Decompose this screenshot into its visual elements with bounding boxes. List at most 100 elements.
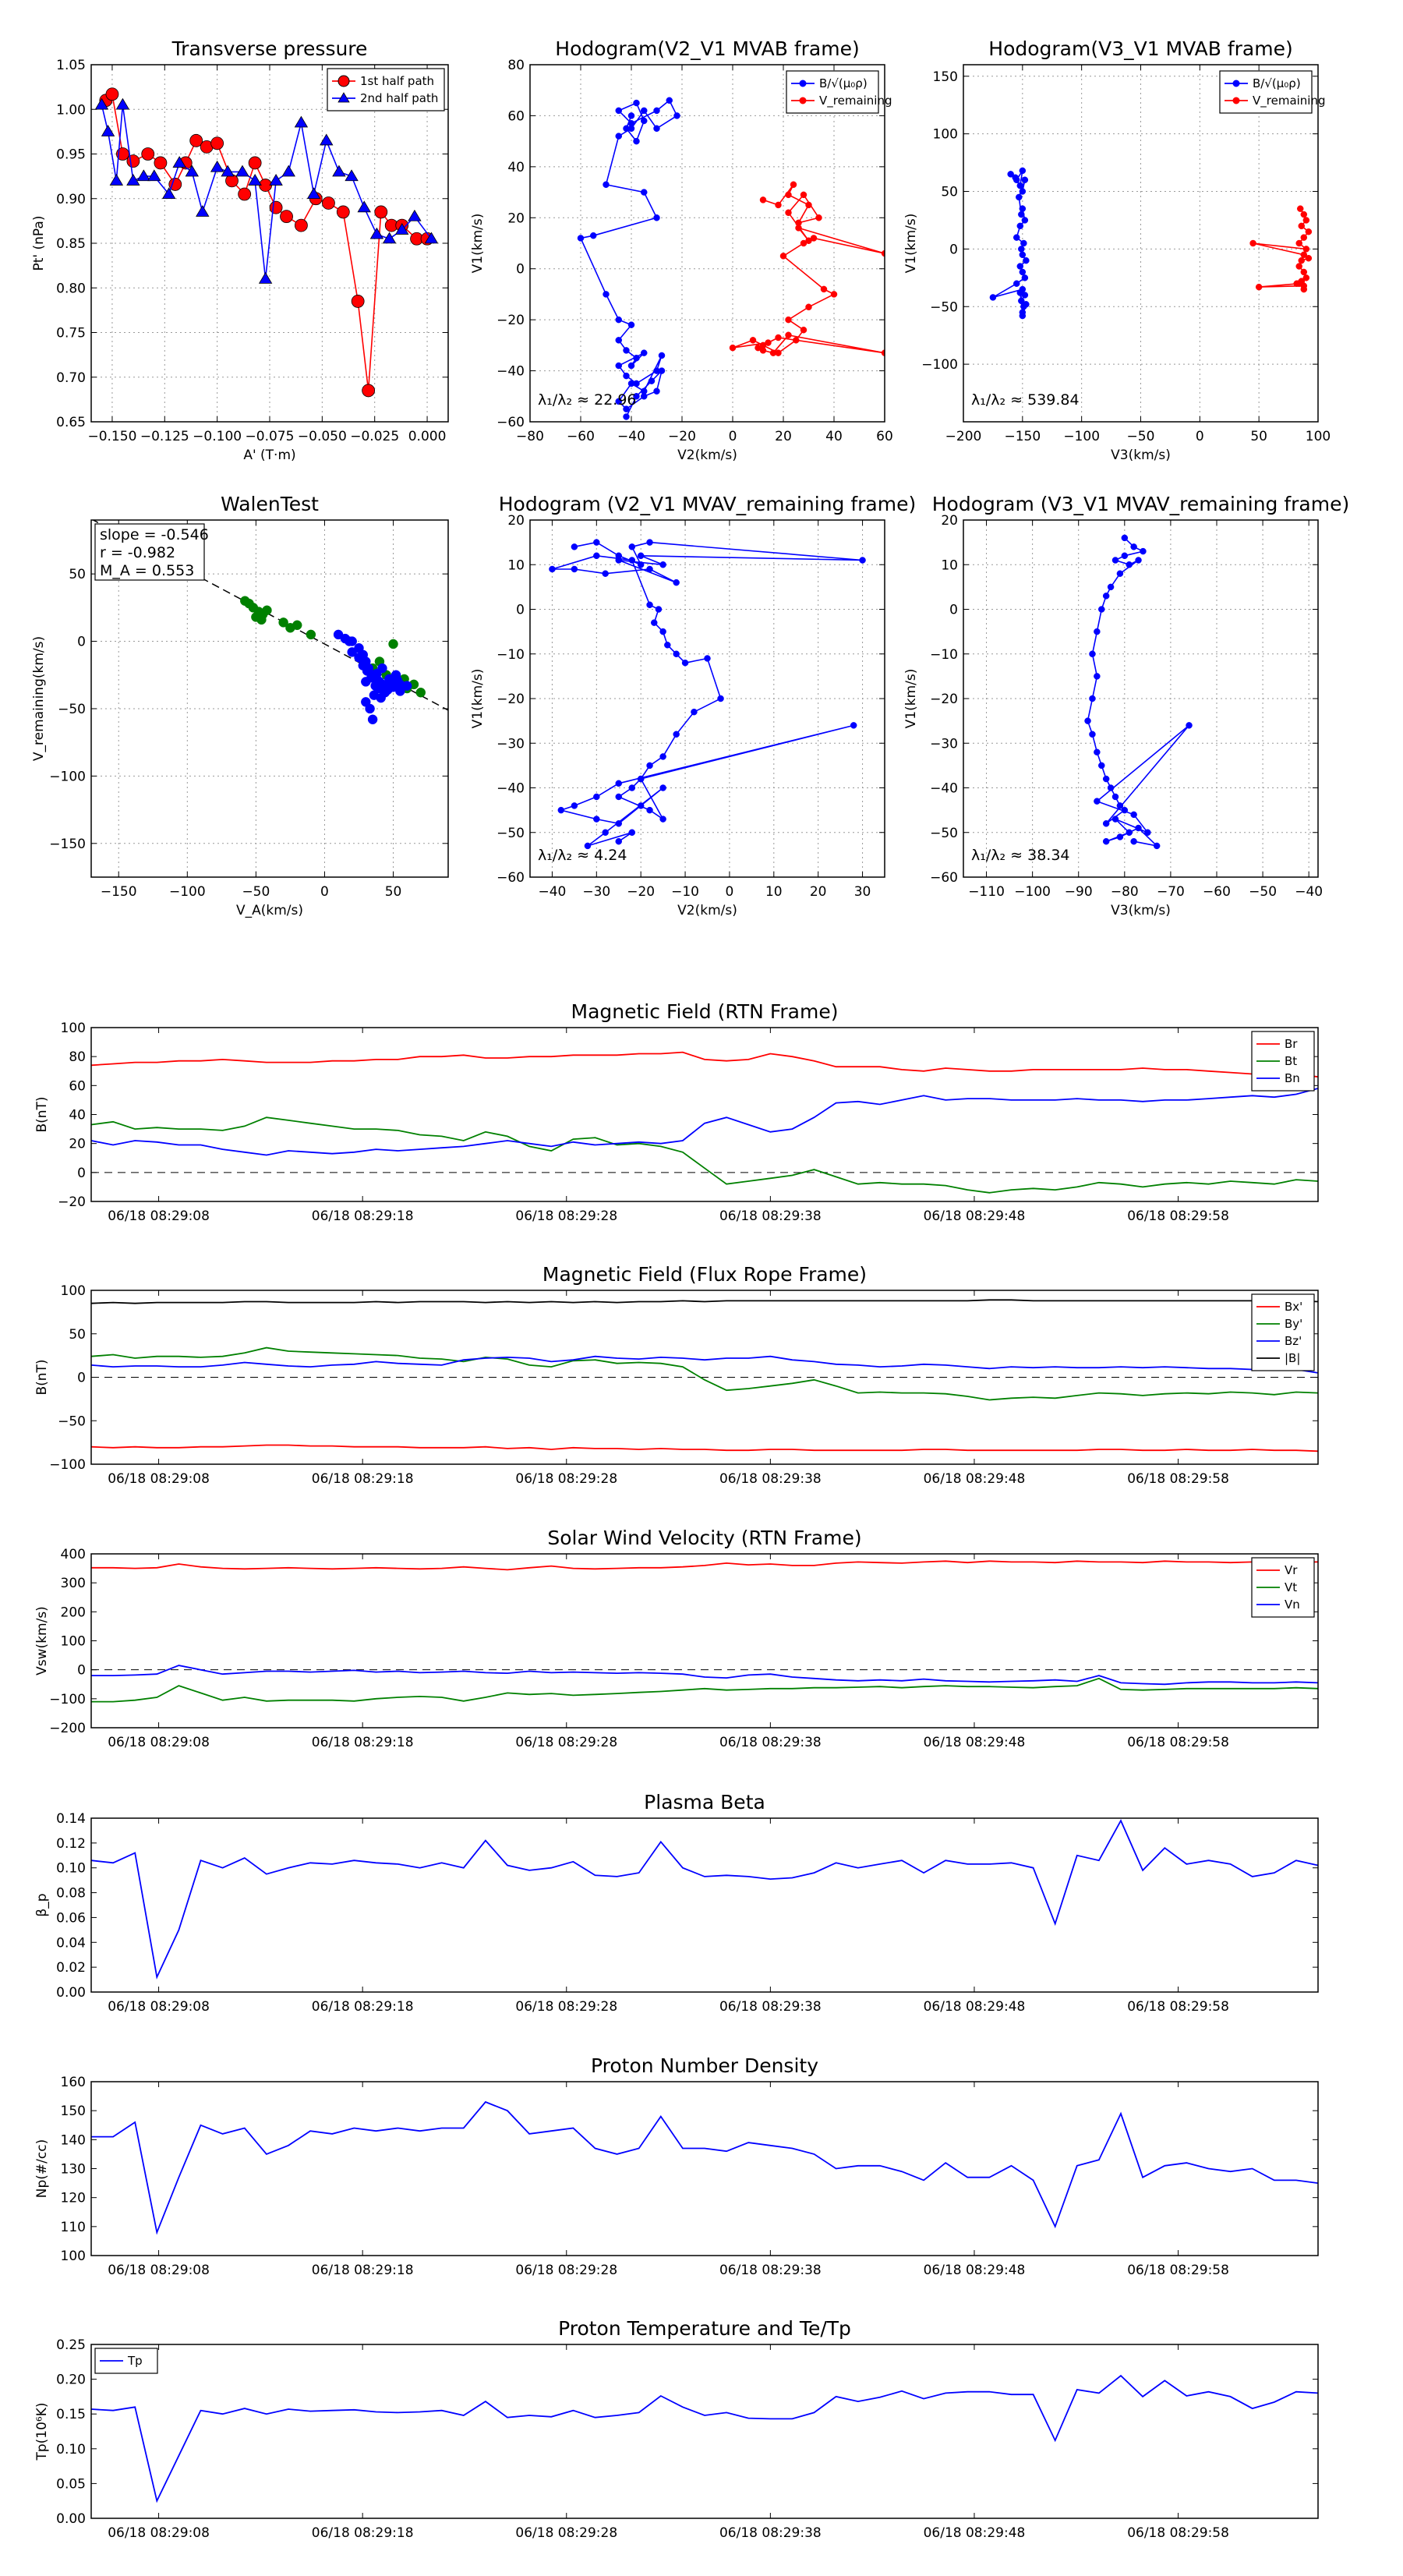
legend-box	[1219, 70, 1313, 114]
data-point	[376, 692, 386, 703]
x-tick-label: −60	[1203, 884, 1231, 900]
y-tick-label: 0	[77, 1166, 86, 1181]
chart-h4: Hodogram (V3_V1 MVAV_remaining frame) −60…	[903, 493, 1349, 918]
data-point	[623, 405, 630, 412]
chart-ts_vel: Solar Wind Velocity (RTN Frame) −200 −100 0…	[34, 1527, 1319, 1750]
y-tick-label: 0.08	[56, 1886, 86, 1902]
y-tick-label: −20	[497, 313, 525, 328]
plot-area	[91, 1299, 1318, 1453]
x-tick-label: 06/18 08:29:38	[719, 1735, 822, 1750]
data-point	[1111, 816, 1119, 823]
data-point	[322, 196, 335, 210]
axes-frame	[90, 1553, 1319, 1729]
data-point	[805, 201, 812, 209]
data-point	[658, 367, 666, 374]
x-tick-label: 06/18 08:29:38	[719, 1208, 822, 1224]
x-tick-label: −0.100	[193, 429, 242, 444]
x-tick-label: −20	[668, 429, 696, 444]
series-line-Bx'	[91, 1444, 1318, 1453]
data-point	[769, 349, 777, 356]
data-point	[281, 165, 295, 177]
data-point	[1089, 731, 1096, 738]
data-point	[105, 87, 119, 101]
x-tick-label: −90	[1065, 884, 1093, 900]
data-point	[795, 225, 802, 232]
x-tick-label: −60	[567, 429, 595, 444]
chart-title: Hodogram(V3_V1 MVAB frame)	[988, 37, 1292, 60]
data-point	[238, 187, 252, 201]
chart-title: Hodogram (V3_V1 MVAV_remaining frame)	[932, 493, 1350, 515]
y-tick-label: 0.00	[56, 1985, 86, 2001]
plot-area	[91, 1051, 1318, 1194]
data-point	[615, 362, 622, 370]
data-point	[1102, 820, 1110, 827]
data-point	[800, 191, 808, 199]
data-point	[623, 347, 630, 354]
legend-label: Bt	[1285, 1054, 1297, 1068]
series-line-Vn	[91, 1665, 1318, 1686]
walen-text-line: slope = -0.546	[100, 526, 209, 543]
x-tick-label: −110	[968, 884, 1005, 900]
data-point	[1019, 312, 1027, 320]
x-tick-label: 06/18 08:29:28	[515, 1999, 617, 2015]
y-tick-label: 50	[941, 185, 958, 200]
x-tick-label: 06/18 08:29:58	[1127, 2525, 1229, 2541]
data-point	[785, 331, 792, 339]
chart-title: Transverse pressure	[171, 37, 368, 60]
lambda-ratio-text: λ₁/λ₂ ≈ 4.24	[538, 847, 627, 864]
data-point	[571, 565, 578, 573]
plot-area	[92, 520, 448, 725]
x-axis-label: V3(km/s)	[1111, 448, 1171, 463]
legend: Tp	[94, 2348, 158, 2374]
y-tick-label: 100	[61, 2249, 86, 2264]
data-point	[240, 596, 250, 606]
data-point	[1012, 174, 1019, 182]
x-axis-label: A' (T·m)	[243, 448, 295, 463]
y-tick-label: −60	[497, 415, 525, 430]
y-tick-label: 130	[61, 2162, 86, 2178]
data-point	[615, 837, 622, 845]
data-point	[627, 125, 635, 133]
data-point	[1135, 557, 1142, 564]
chart-h2: Hodogram(V3_V1 MVAB frame) −100 −50 0 50 100 1…	[903, 37, 1331, 463]
data-point	[147, 169, 161, 182]
data-point	[653, 107, 660, 115]
data-point	[306, 187, 321, 200]
data-point	[820, 285, 828, 293]
data-point	[1255, 283, 1263, 291]
data-point	[651, 619, 658, 626]
x-tick-label: −10	[671, 884, 699, 900]
x-tick-label: 60	[876, 429, 893, 444]
data-point	[549, 565, 556, 573]
data-point	[653, 387, 660, 395]
data-point	[347, 647, 357, 657]
data-point	[646, 601, 653, 609]
x-tick-label: 06/18 08:29:28	[515, 1208, 617, 1224]
data-point	[633, 99, 640, 107]
data-point	[627, 112, 635, 119]
data-point	[392, 675, 403, 685]
data-point	[210, 136, 224, 150]
data-point	[627, 362, 635, 370]
y-tick-label: 0.80	[56, 281, 86, 296]
legend-label: By'	[1285, 1317, 1302, 1331]
x-tick-label: 06/18 08:29:18	[312, 2263, 414, 2278]
data-point	[395, 686, 405, 696]
data-point	[691, 708, 698, 716]
x-tick-label: 06/18 08:29:38	[719, 2263, 822, 2278]
data-point	[384, 674, 394, 685]
chart-h1: Hodogram(V2_V1 MVAB frame) −60 −40 −20 0 20 40…	[470, 37, 893, 463]
x-tick-label: 10	[765, 884, 783, 900]
data-point	[749, 337, 757, 344]
data-point	[615, 780, 622, 787]
lambda-ratio-text: λ₁/λ₂ ≈ 38.34	[971, 847, 1070, 864]
data-point	[641, 107, 648, 115]
data-point	[637, 802, 645, 809]
data-point	[1102, 593, 1110, 600]
legend-label: B/√(μ₀ρ)	[1253, 76, 1301, 90]
data-point	[94, 97, 109, 110]
data-point	[377, 663, 387, 674]
legend-box	[786, 70, 879, 114]
x-axis-label: V2(km/s)	[677, 903, 737, 918]
data-point	[357, 200, 371, 213]
